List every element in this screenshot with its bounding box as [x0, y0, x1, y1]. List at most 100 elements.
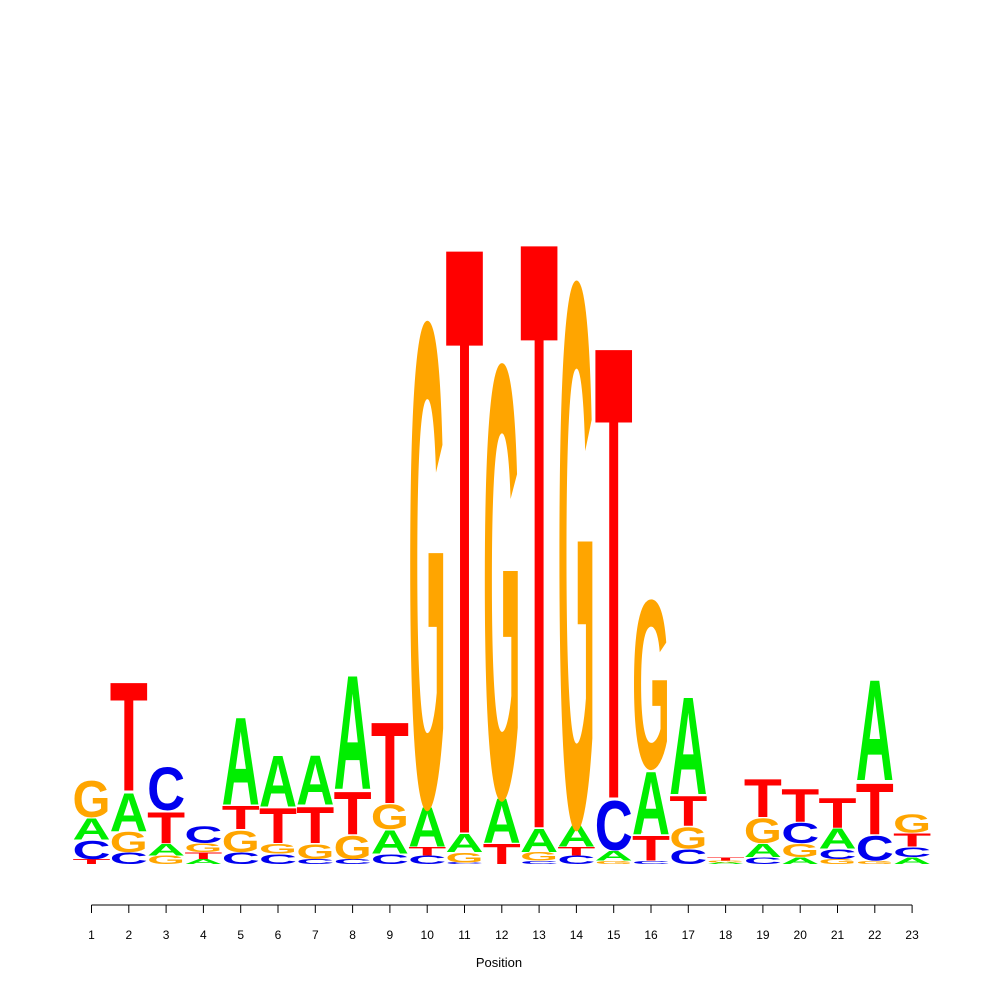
x-tick-label: 1 [88, 928, 95, 942]
logo-position-12: TAG [483, 236, 521, 928]
logo-letter-A-pos-7: A [296, 741, 334, 821]
logo-letter-T-pos-9: T [371, 698, 409, 828]
logo-letter-G-pos-3: G [147, 853, 185, 866]
logo-letter-T-pos-8: T [334, 780, 372, 849]
x-tick-label: 4 [200, 928, 207, 942]
logo-letter-G-pos-13: G [520, 850, 558, 863]
logo-letter-C-pos-6: C [259, 851, 297, 867]
x-tick-label: 10 [421, 928, 435, 942]
logo-letter-A-pos-15: A [595, 848, 633, 864]
x-tick-label: 12 [495, 928, 509, 942]
logo-letter-A-pos-13: A [520, 822, 558, 859]
x-tick-label: 11 [458, 928, 471, 942]
logo-letter-C-pos-13: C [520, 860, 558, 865]
logo-letter-A-pos-1: A [72, 812, 110, 846]
logo-letter-T-pos-19: T [744, 768, 782, 829]
x-tick-label: 17 [682, 928, 696, 942]
logo-letter-C-pos-19: C [744, 856, 782, 867]
logo-letter-T-pos-15: T [595, 209, 633, 935]
logo-letter-G-pos-11: G [446, 849, 484, 865]
logo-letter-A-pos-19: A [744, 840, 782, 861]
x-tick-label: 15 [607, 928, 621, 942]
logo-letter-C-pos-16: C [632, 860, 670, 865]
logo-letter-G-pos-5: G [222, 824, 260, 859]
logo-letter-G-pos-20: G [781, 840, 819, 861]
logo-letter-A-pos-9: A [371, 824, 409, 861]
logo-letter-A-pos-10: A [408, 795, 446, 859]
logo-letter-T-pos-10: T [408, 845, 446, 858]
logo-letter-A-pos-2: A [110, 783, 148, 843]
logo-letter-T-pos-17: T [669, 788, 707, 835]
x-tick-label: 18 [719, 928, 733, 942]
x-tick-label: 14 [570, 928, 584, 942]
logo-letter-G-pos-21: G [819, 858, 857, 866]
logo-letter-C-pos-20: C [781, 817, 819, 849]
logo-letter-T-pos-23: T [893, 829, 931, 850]
x-tick-label: 2 [125, 928, 132, 942]
logo-letter-C-pos-17: C [669, 845, 707, 869]
x-tick-label: 8 [349, 928, 356, 942]
logo-letter-G-pos-6: G [259, 840, 297, 856]
logo-letter-A-pos-11: A [445, 828, 483, 857]
x-tick-label: 20 [794, 928, 808, 942]
logo-letter-C-pos-4: C [184, 822, 222, 849]
x-axis-ticks: 1 2 3 4 5 6 7 8 9 10 11 12 13 14 15 16 17 18 19 20 21 22 23 [88, 905, 919, 942]
x-tick-label: 13 [532, 928, 546, 942]
logo-letter-G-pos-19: G [744, 811, 782, 851]
logo-letter-A-pos-12: A [483, 786, 521, 857]
logo-letter-T-pos-1: T [73, 858, 111, 866]
logo-letter-T-pos-7: T [296, 797, 334, 855]
logo-letter-A-pos-8: A [334, 641, 372, 824]
x-tick-label: 3 [163, 928, 170, 942]
logo-letter-G-pos-8: G [334, 829, 372, 866]
logo-letter-T-pos-21: T [819, 790, 857, 837]
logo-letter-T-pos-6: T [259, 798, 297, 854]
x-tick-label: 7 [312, 928, 319, 942]
logo-letter-T-pos-14: T [557, 845, 595, 858]
logo-letter-T-pos-18: T [707, 856, 745, 861]
logo-position-18: AGT [707, 856, 745, 864]
x-tick-label: 22 [868, 928, 882, 942]
logo-letter-G-pos-10: G [408, 178, 446, 952]
logo-letter-C-pos-15: C [595, 786, 633, 866]
logo-letter-T-pos-3: T [147, 803, 185, 853]
logo-letter-G-pos-22: G [856, 860, 894, 865]
logo-letter-T-pos-2: T [110, 650, 148, 825]
logo-letter-C-pos-5: C [222, 850, 260, 868]
logo-letter-A-pos-4: A [184, 858, 222, 866]
logo-letter-A-pos-17: A [669, 670, 707, 825]
logo-letter-T-pos-20: T [781, 779, 819, 832]
logo-letter-C-pos-10: C [408, 853, 446, 866]
logo-letter-T-pos-13: T [520, 63, 558, 1000]
x-axis-label: Position [476, 955, 522, 970]
logo-letter-A-pos-20: A [781, 856, 819, 867]
logo-letter-A-pos-14: A [557, 819, 595, 853]
logo-letter-T-pos-11: T [446, 68, 484, 1000]
logo-letter-T-pos-12: T [483, 839, 521, 871]
logo-letter-A-pos-16: A [632, 752, 670, 853]
logo-letter-T-pos-22: T [856, 768, 894, 850]
logo-letter-G-pos-14: G [557, 119, 595, 988]
x-tick-label: 16 [644, 928, 658, 942]
x-tick-label: 9 [387, 928, 394, 942]
logo-letter-C-pos-22: C [856, 828, 894, 868]
